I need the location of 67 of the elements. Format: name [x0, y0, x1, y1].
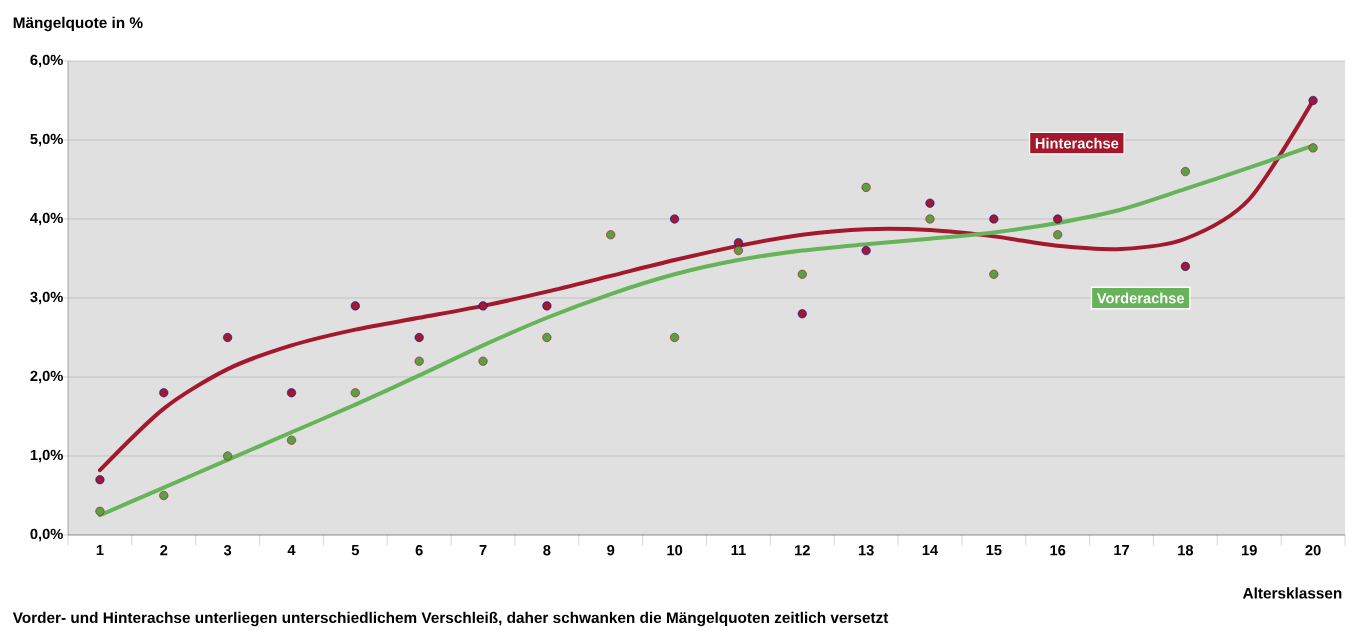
x-tick-label: 13 — [858, 545, 874, 556]
x-tick-label: 10 — [667, 545, 683, 556]
point — [223, 451, 233, 461]
y-tick-label: 2,0% — [30, 370, 63, 384]
point — [733, 238, 743, 248]
y-tick-label: 0,0% — [30, 528, 63, 542]
point — [670, 333, 680, 343]
x-tick-label: 18 — [1178, 545, 1194, 556]
point — [223, 333, 233, 343]
x-tick-label: 5 — [351, 545, 359, 556]
point — [159, 388, 169, 398]
point — [989, 269, 999, 280]
point — [1180, 167, 1190, 177]
point — [350, 301, 360, 311]
point — [286, 435, 297, 445]
y-tick-label: 4,0% — [30, 212, 63, 226]
x-tick-label: 4 — [287, 545, 296, 556]
x-tick-label: 1 — [96, 545, 104, 556]
point — [1053, 214, 1063, 224]
point — [414, 333, 424, 343]
y-tick-label: 6,0% — [30, 54, 63, 68]
point — [989, 214, 999, 224]
point — [478, 356, 488, 366]
point — [95, 475, 105, 485]
x-tick-label: 15 — [986, 545, 1002, 556]
point — [925, 214, 935, 224]
x-tick-label: 11 — [731, 545, 746, 556]
x-tick-label: 12 — [795, 545, 810, 556]
x-tick-label: 14 — [922, 545, 939, 556]
y-tick-label: 5,0% — [30, 133, 63, 147]
x-tick-label: 3 — [223, 545, 232, 556]
point — [542, 333, 552, 343]
x-tick-label: 2 — [160, 545, 168, 556]
x-tick-label: 17 — [1114, 545, 1130, 556]
point — [286, 388, 297, 398]
point — [733, 246, 743, 256]
point — [861, 246, 871, 256]
x-tick-label: 20 — [1305, 545, 1321, 556]
point — [1180, 262, 1190, 272]
x-tick-label: 19 — [1241, 545, 1257, 556]
point — [797, 309, 807, 319]
point — [478, 301, 488, 311]
point — [606, 230, 616, 240]
point — [1053, 230, 1063, 240]
text: Vorder- und Hinterachse unterliegen unterschiedlichem Verschleiß, daher schwanken die Mängelquoten zeitlich versetzt — [12, 612, 889, 627]
point — [1308, 96, 1318, 106]
point — [1308, 143, 1318, 153]
point — [797, 269, 807, 280]
point — [861, 183, 871, 193]
y-tick-label: 1,0% — [30, 449, 63, 463]
point — [542, 301, 552, 311]
y-tick-label: 3,0% — [30, 291, 63, 305]
text: Vorderachse — [1096, 292, 1185, 304]
point — [670, 214, 680, 224]
point — [350, 388, 360, 398]
x-tick-label: 6 — [415, 545, 423, 556]
y-axis-title: Mängelquote in % — [13, 17, 143, 32]
x-tick-label: 8 — [543, 545, 551, 556]
point — [414, 356, 424, 366]
x-tick-label: 16 — [1050, 545, 1066, 556]
x-tick-label: 7 — [479, 545, 487, 556]
point — [159, 491, 169, 501]
text: Hinterachse — [1035, 137, 1119, 149]
x-tick-label: 9 — [607, 545, 615, 556]
point — [95, 506, 105, 517]
x-axis-title: Altersklassen — [1242, 587, 1342, 599]
point — [925, 198, 935, 208]
